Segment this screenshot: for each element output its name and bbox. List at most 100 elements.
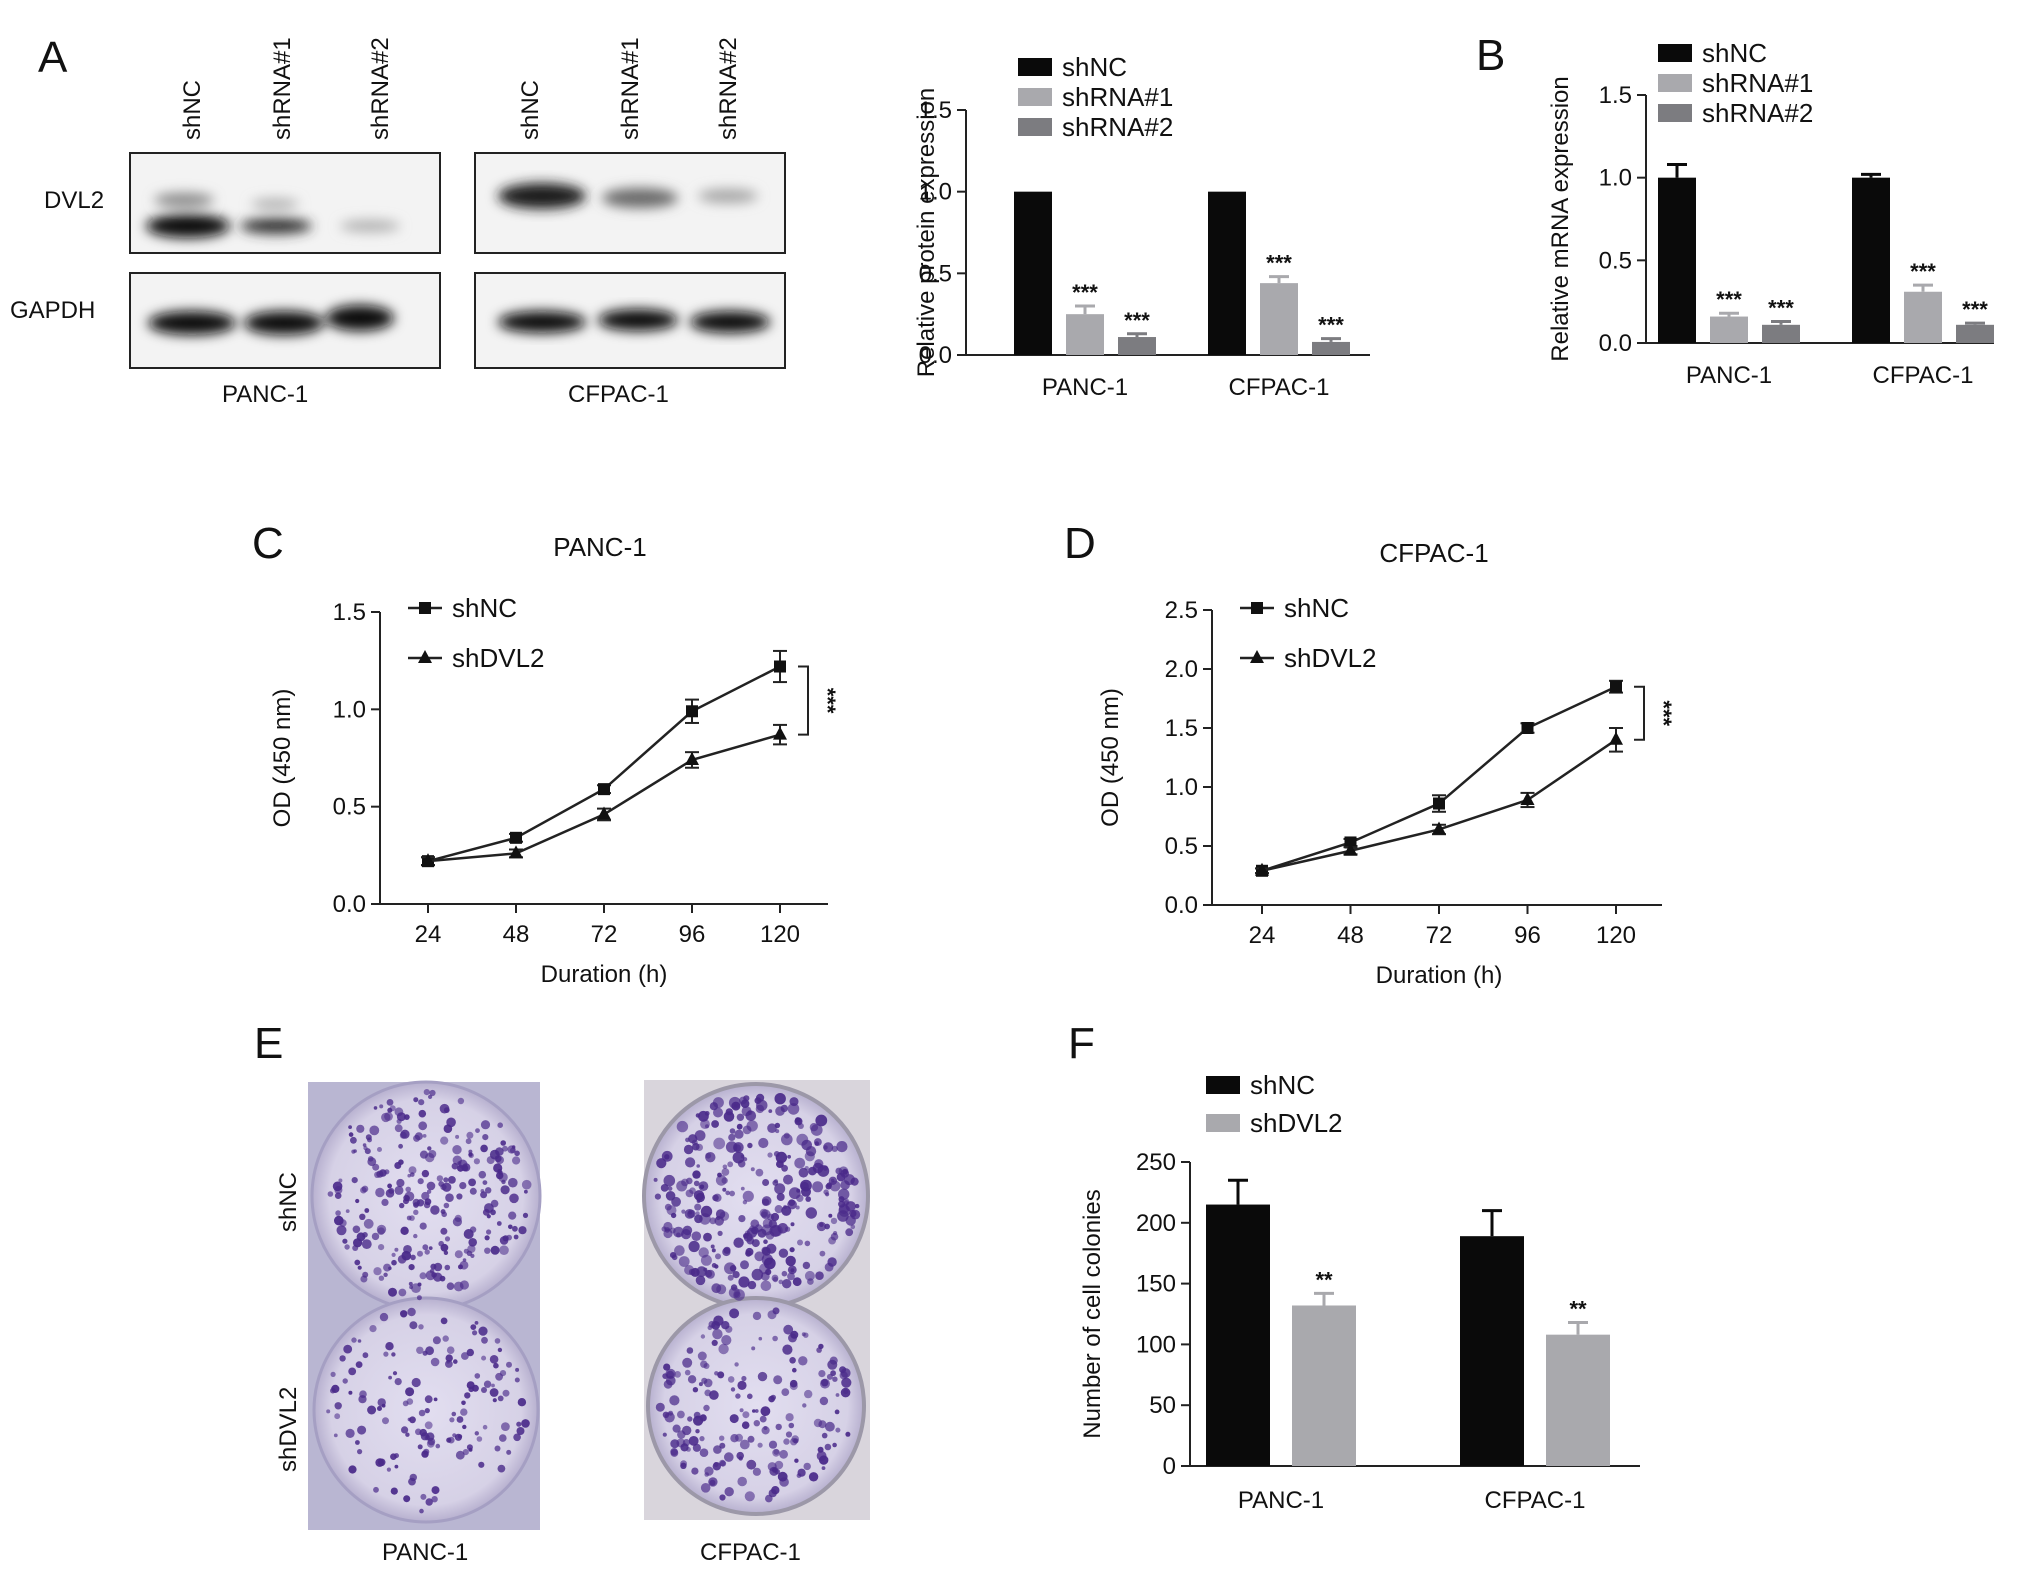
colony-dot	[767, 1123, 777, 1133]
colony-dot	[734, 1129, 744, 1139]
colony-dot	[795, 1205, 800, 1210]
chart-c-panc1-proliferation: PANC-1 0.0 0.5 1.0 1.5 24 48 72 96 120 Duration (h…	[269, 532, 840, 988]
colony-dot	[508, 1177, 518, 1188]
colony-dot	[410, 1254, 416, 1261]
colony-dot	[825, 1421, 835, 1432]
colony-dot	[792, 1367, 797, 1373]
colony-dot	[446, 1282, 455, 1290]
colony-dot	[747, 1280, 757, 1290]
colony-dot	[472, 1330, 478, 1336]
colony-dot	[357, 1425, 367, 1435]
colony-dot	[778, 1248, 789, 1258]
colony-dot	[728, 1287, 740, 1299]
colony-dot	[821, 1379, 829, 1387]
colony-dot	[418, 1409, 426, 1417]
data-point	[685, 751, 699, 765]
colony-dot	[419, 1428, 428, 1437]
significance-label: ***	[1962, 297, 1988, 322]
colony-dot	[326, 1409, 331, 1414]
colony-dot	[775, 1106, 785, 1116]
colony-dot	[356, 1232, 366, 1242]
y-tick-label: 1.0	[1599, 165, 1632, 192]
colony-dot	[692, 1170, 701, 1179]
colony-dot	[409, 1215, 415, 1221]
colony-dot	[685, 1157, 696, 1168]
y-tick-label: 150	[1136, 1271, 1176, 1298]
colony-dot	[709, 1102, 719, 1111]
colony-plate	[646, 1296, 866, 1516]
colony-dot	[736, 1123, 743, 1130]
colony-dot	[335, 1210, 341, 1216]
colony-dot	[738, 1215, 746, 1223]
significance-label: **	[1315, 1267, 1333, 1292]
y-tick-label: 0	[1163, 1453, 1176, 1480]
colony-dot	[805, 1196, 811, 1202]
colony-dot	[378, 1275, 385, 1281]
colony-dot	[787, 1103, 800, 1115]
colony-dot	[745, 1250, 752, 1257]
colony-dot	[722, 1164, 728, 1170]
legend-label: shRNA#1	[1702, 68, 1813, 98]
colony-dot	[514, 1150, 520, 1157]
blot-cell-line-label: PANC-1	[222, 381, 308, 408]
colony-dot	[374, 1171, 381, 1179]
colony-dot	[768, 1109, 773, 1113]
colony-dot	[826, 1373, 833, 1380]
panel-label-f: F	[1068, 1019, 1095, 1068]
colony-dot	[352, 1245, 359, 1251]
colony-dot	[676, 1120, 689, 1133]
colony-dot	[741, 1421, 750, 1429]
colony-dot	[672, 1424, 681, 1433]
bar	[1206, 1204, 1270, 1466]
colony-dot	[456, 1416, 464, 1423]
colony-dot	[424, 1421, 433, 1430]
colony-dot	[486, 1214, 491, 1219]
colony-dot	[673, 1226, 684, 1238]
colony-dot	[660, 1184, 669, 1192]
colony-dot	[362, 1143, 367, 1147]
colony-dot	[385, 1342, 394, 1351]
colony-dot	[484, 1235, 490, 1241]
significance-label: ***	[1716, 287, 1742, 312]
colony-dot	[738, 1276, 750, 1288]
colony-dot	[444, 1236, 451, 1242]
colony-dot	[828, 1236, 836, 1245]
colony-dot	[360, 1275, 368, 1283]
colony-dot	[729, 1190, 735, 1197]
chart-title: PANC-1	[553, 532, 646, 562]
colony-dot	[662, 1411, 670, 1419]
colony-dot	[821, 1432, 828, 1439]
colony-dot	[388, 1287, 397, 1297]
colony-dot	[788, 1187, 801, 1200]
y-tick-label: 250	[1136, 1149, 1176, 1176]
colony-dot	[354, 1259, 361, 1266]
colony-dot	[800, 1179, 812, 1192]
colony-dot	[457, 1434, 463, 1439]
data-point	[510, 831, 522, 844]
colony-dot	[730, 1434, 739, 1443]
colony-dot	[845, 1431, 851, 1437]
colony-dot	[788, 1422, 795, 1429]
colony-dot	[768, 1489, 777, 1498]
colony-dot	[729, 1414, 739, 1424]
colony-dot	[774, 1183, 786, 1195]
colony-dot	[365, 1134, 372, 1141]
y-tick-label: 50	[1149, 1392, 1176, 1419]
y-tick-label: 1.5	[1599, 82, 1632, 109]
legend-label: shRNA#2	[1702, 98, 1813, 128]
colony-dot	[715, 1215, 721, 1221]
colony-dot	[680, 1462, 687, 1470]
colony-dot	[339, 1355, 346, 1362]
colony-dot	[334, 1402, 342, 1410]
colony-dot	[387, 1183, 392, 1189]
colony-dot	[474, 1373, 481, 1379]
series-line	[1261, 685, 1617, 872]
colony-dot	[428, 1150, 437, 1158]
x-category-label: PANC-1	[1686, 362, 1772, 389]
colony-dot	[751, 1239, 760, 1248]
colony-dot	[794, 1458, 799, 1463]
colony-dot	[428, 1246, 433, 1250]
colony-dot	[754, 1097, 762, 1104]
panel-label-b: B	[1476, 31, 1505, 80]
y-tick-label: 0.0	[919, 342, 952, 369]
